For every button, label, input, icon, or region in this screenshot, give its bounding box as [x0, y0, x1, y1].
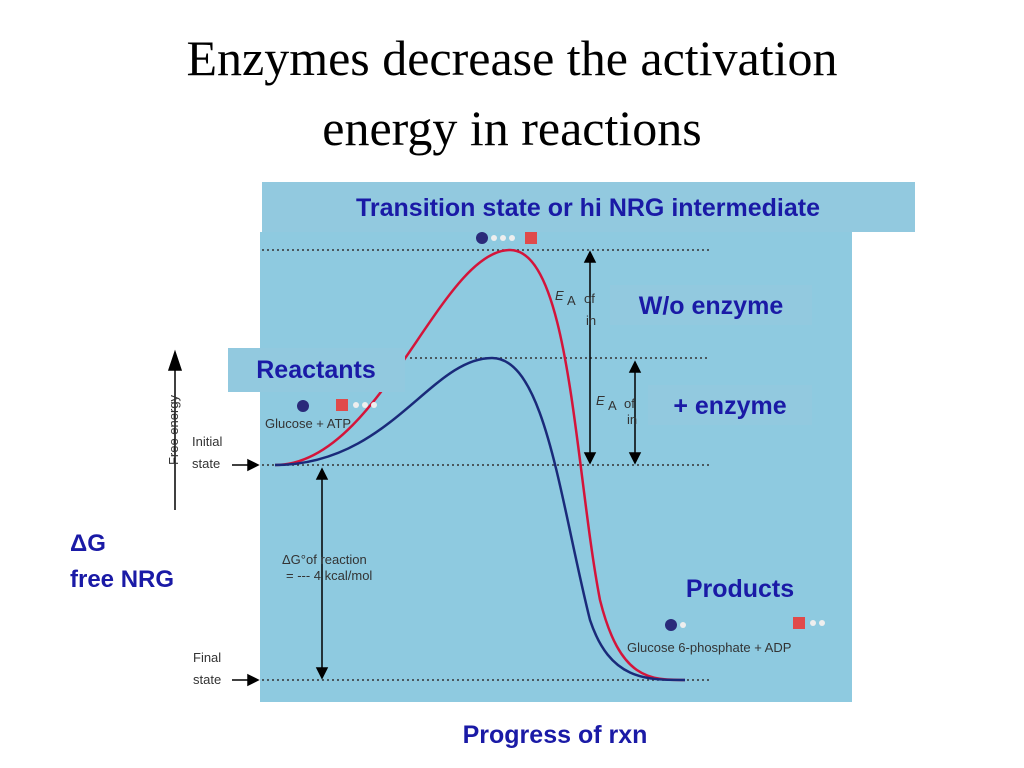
ea-label: E	[596, 393, 605, 408]
title-line: energy in reactions	[322, 100, 702, 156]
callout-box	[228, 348, 405, 392]
callout-delta-g: ΔG	[70, 530, 106, 557]
callout-box	[262, 182, 915, 232]
ea-in: in	[586, 313, 596, 328]
products-label: Glucose 6-phosphate + ADP	[627, 640, 791, 655]
callout-transition: Transition state or hi NRG intermediate	[356, 194, 820, 222]
arrows	[167, 250, 642, 687]
reactants-label: Glucose + ATP	[265, 416, 351, 431]
molecule-icons	[297, 232, 825, 631]
ea-label: E	[555, 288, 564, 303]
ea-sub: A	[608, 398, 617, 413]
ea-sub: A	[567, 293, 576, 308]
callout-box	[648, 385, 812, 425]
callout-reactants: Reactants	[256, 356, 376, 384]
final-state: Final	[193, 650, 221, 665]
callout-delta-g: free NRG	[70, 566, 174, 593]
final-state: state	[193, 672, 221, 687]
callout-with-enzyme: + enzyme	[673, 392, 786, 420]
callout-without-enzyme: W/o enzyme	[639, 292, 784, 320]
delta-g-reaction: ΔG°of reaction	[282, 552, 367, 567]
ea-of: of	[624, 396, 635, 411]
title-line: Enzymes decrease the activation	[186, 30, 837, 86]
curve-with-enzyme	[274, 356, 686, 682]
callout-box	[610, 285, 812, 325]
y-axis-label: Free energy	[166, 394, 181, 465]
ea-of: of	[584, 291, 595, 306]
initial-state: Initial	[192, 434, 222, 449]
delta-g-reaction: = --- 4 kcal/mol	[286, 568, 372, 583]
ea-in: in	[627, 412, 637, 427]
callout-products: Products	[686, 575, 794, 603]
initial-state: state	[192, 456, 220, 471]
x-axis-label: Progress of rxn	[463, 721, 648, 749]
